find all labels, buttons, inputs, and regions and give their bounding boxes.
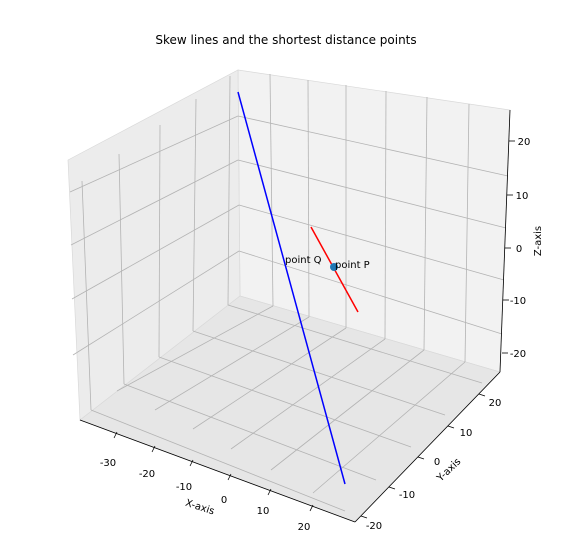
x-tick-mark — [151, 445, 156, 453]
x-gridline — [384, 90, 387, 340]
z-gridline — [238, 250, 503, 335]
z-gridline — [70, 159, 239, 246]
y-gridline — [90, 409, 346, 512]
z-tick-label: -20 — [510, 349, 526, 360]
z-gridline — [71, 204, 240, 300]
x-tick-mark — [267, 488, 272, 496]
y-tick-mark — [360, 515, 368, 519]
x-tick-label: -10 — [176, 482, 192, 493]
point-q-label: point Q — [285, 255, 322, 266]
y-tick-label: -10 — [399, 490, 415, 501]
point-p-label: point P — [335, 260, 370, 271]
x-tick-label: 10 — [257, 506, 270, 517]
y-gridline — [158, 124, 161, 358]
x-gridline — [154, 316, 310, 411]
z-tick-label: 20 — [518, 137, 531, 148]
x-tick-label: -30 — [100, 458, 116, 469]
x-gridline — [464, 103, 470, 363]
x-tick-mark — [227, 473, 232, 481]
z-axis-label: Z-axis — [533, 226, 544, 256]
chart-title: Skew lines and the shortest distance poi… — [155, 33, 417, 47]
x-tick-label: -20 — [139, 469, 155, 480]
y-tick-label: 20 — [489, 398, 502, 409]
y-axis-line — [354, 371, 501, 523]
x-tick-mark — [189, 459, 194, 467]
z-tick-label: 10 — [516, 191, 529, 202]
y-gridline — [192, 330, 446, 416]
x-gridline — [230, 338, 386, 450]
y-tick-mark — [447, 425, 455, 429]
z-gridline — [72, 250, 240, 356]
z-tick-labels: -20 -10 0 10 20 — [510, 137, 531, 360]
y-tick-mark — [478, 393, 486, 397]
z-gridline — [237, 115, 509, 177]
y-gridline — [227, 75, 231, 306]
z-gridline — [69, 115, 239, 193]
x-axis-label: X-axis — [184, 498, 216, 518]
y-tick-label: 0 — [434, 457, 440, 468]
z-gridline — [237, 159, 507, 229]
y-tick-mark — [388, 486, 396, 490]
axis-lines — [79, 109, 511, 523]
y-gridline — [123, 383, 377, 481]
x-tick-mark — [309, 504, 314, 512]
y-gridline — [118, 153, 125, 385]
x-gridline — [423, 96, 428, 351]
x-gridline — [192, 327, 347, 430]
y-gridline — [81, 180, 92, 411]
series-blue-line — [237, 91, 346, 485]
y-gridline — [192, 98, 197, 332]
y-gridline — [158, 356, 412, 448]
y-tick-labels: -20 -10 0 10 20 — [366, 398, 502, 532]
x-tick-labels: -30 -20 -10 0 10 20 — [100, 458, 311, 533]
y-tick-label: 10 — [460, 428, 473, 439]
x-tick-label: 0 — [221, 495, 227, 506]
x-gridline — [312, 361, 466, 494]
gridlines — [69, 73, 509, 512]
z-tick-label: 0 — [516, 244, 522, 255]
x-gridline — [307, 79, 310, 318]
axes-panes — [67, 69, 511, 523]
x-tick-label: 20 — [298, 522, 311, 533]
tick-marks — [113, 140, 515, 519]
z-tick-label: -10 — [510, 296, 526, 307]
x-gridline — [116, 305, 274, 392]
point-p-marker — [330, 263, 338, 271]
x-axis-line — [79, 419, 356, 523]
x-gridline — [269, 73, 274, 307]
z-axis-line — [499, 109, 511, 373]
y-gridline — [227, 304, 483, 384]
z-gridline — [238, 204, 505, 281]
x-tick-mark — [113, 431, 118, 439]
y-tick-label: -20 — [366, 521, 382, 532]
y-tick-mark — [417, 456, 425, 460]
